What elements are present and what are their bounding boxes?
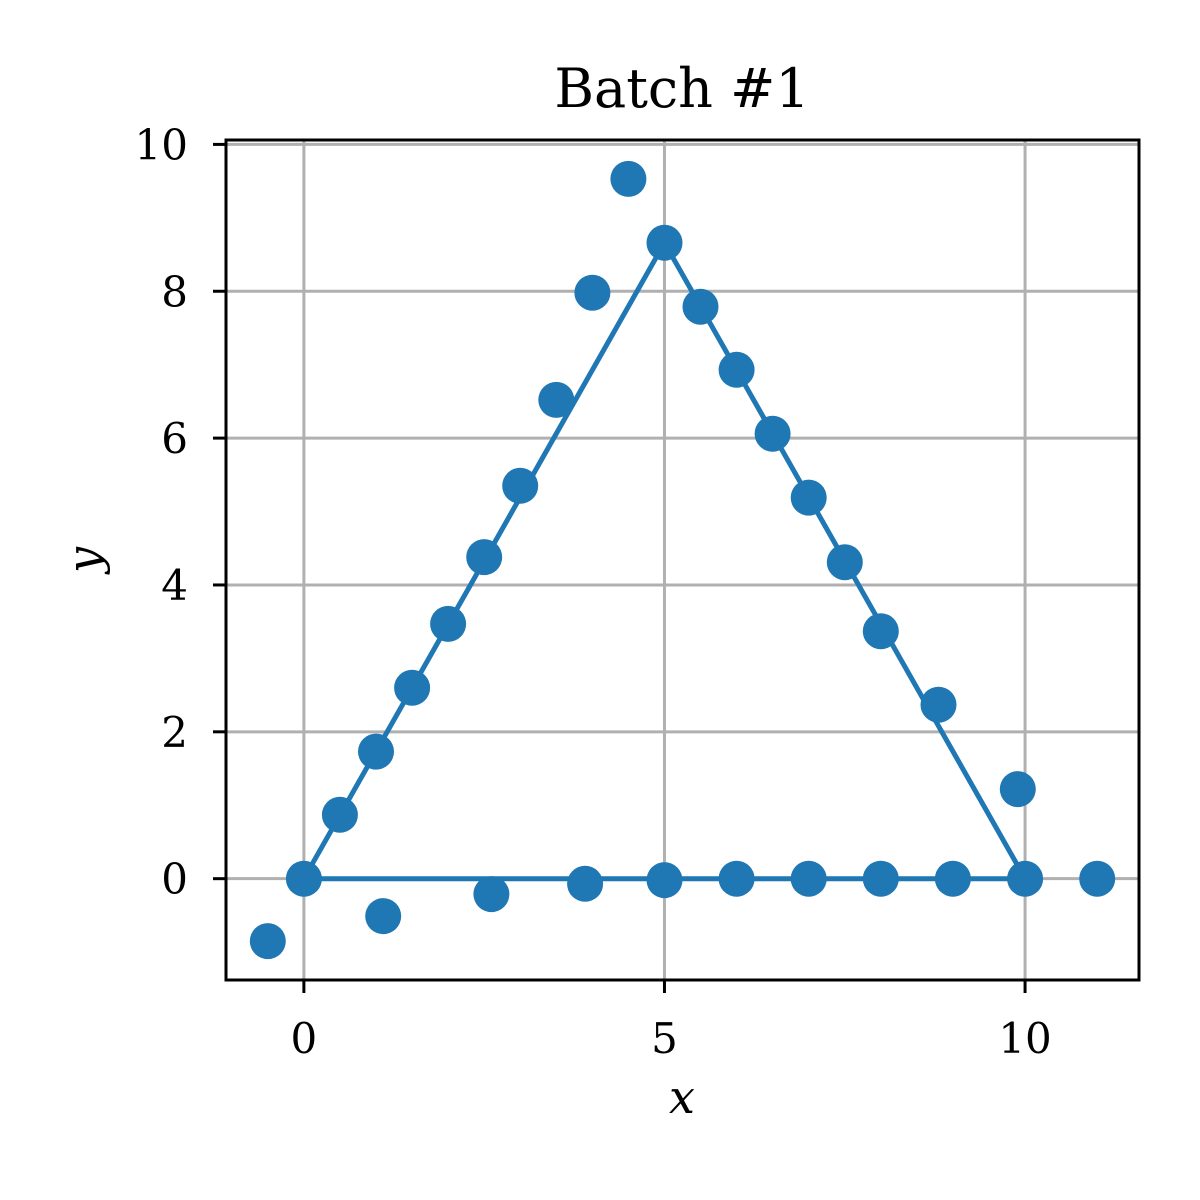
- data-point: [502, 467, 539, 504]
- y-tick-label: 2: [161, 708, 188, 757]
- plot-frame: [224, 138, 1141, 982]
- y-tick-label: 8: [161, 267, 188, 316]
- data-point: [249, 923, 286, 960]
- data-point: [754, 415, 791, 452]
- data-point: [567, 865, 604, 902]
- y-tick-label: 0: [161, 855, 188, 904]
- data-point: [999, 771, 1036, 808]
- data-point: [646, 224, 683, 261]
- data-point: [934, 860, 971, 897]
- data-point: [646, 862, 683, 899]
- data-point: [394, 669, 431, 706]
- y-axis-label: y: [57, 546, 111, 575]
- data-point: [365, 898, 402, 935]
- data-point: [574, 274, 611, 311]
- data-point: [473, 876, 510, 913]
- data-point: [862, 860, 899, 897]
- x-tick-label: 0: [291, 1014, 318, 1063]
- x-tick-label: 10: [998, 1014, 1051, 1063]
- y-tick-label: 10: [135, 120, 188, 169]
- data-point: [321, 796, 358, 833]
- data-point: [1079, 860, 1116, 897]
- y-tick-label: 6: [161, 414, 188, 463]
- data-point: [610, 160, 647, 197]
- data-point: [826, 544, 863, 581]
- data-point: [285, 860, 322, 897]
- grid: [226, 140, 1139, 980]
- data-point: [358, 733, 394, 770]
- chart-title: Batch #1: [554, 57, 809, 120]
- series-points: [249, 160, 1116, 960]
- data-point: [718, 860, 755, 897]
- ticks: 0 5 10 0 2 4 6 8 10: [135, 120, 1052, 1063]
- data-point: [718, 351, 755, 388]
- data-point: [790, 860, 827, 897]
- data-point: [682, 288, 719, 325]
- data-point: [862, 613, 899, 650]
- data-point: [538, 381, 575, 418]
- y-tick-label: 4: [161, 561, 188, 610]
- x-axis-label: x: [669, 1070, 695, 1124]
- data-point: [920, 686, 957, 723]
- x-tick-label: 5: [651, 1014, 678, 1063]
- data-point: [466, 539, 503, 576]
- data-point: [1007, 860, 1044, 897]
- data-point: [430, 605, 467, 642]
- data-point: [790, 479, 827, 516]
